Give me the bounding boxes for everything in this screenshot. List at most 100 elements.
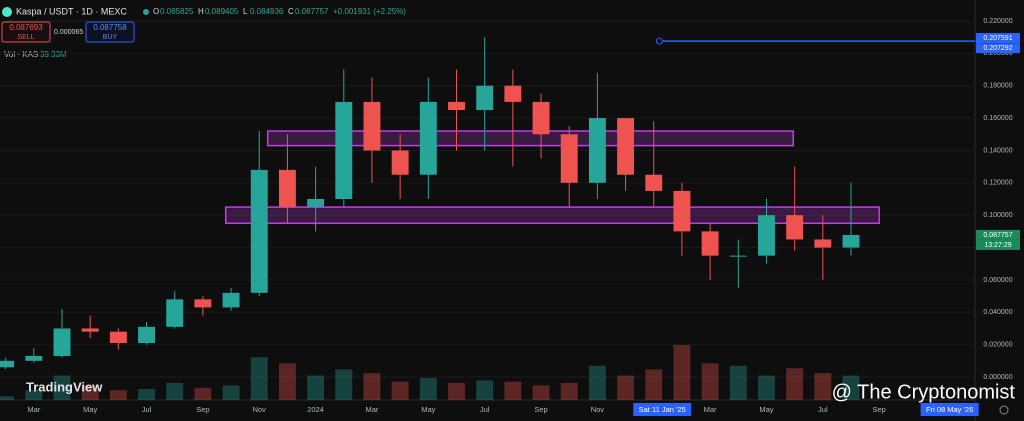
volume-bar bbox=[476, 380, 494, 400]
volume-bar bbox=[391, 381, 409, 400]
candle-body bbox=[250, 169, 268, 293]
x-tick-label: May bbox=[83, 405, 97, 414]
price-label-bg bbox=[976, 239, 1020, 250]
volume-bar bbox=[758, 375, 775, 400]
crosshair-label-bg bbox=[633, 403, 692, 416]
buy-label[interactable]: BUY bbox=[103, 34, 118, 41]
sell-price[interactable]: 0.087693 bbox=[9, 23, 43, 32]
x-tick-label: Mar bbox=[27, 405, 40, 414]
ohlc-value: 0.085825 bbox=[160, 7, 194, 16]
candle-body bbox=[701, 231, 719, 256]
ohlc-key: O bbox=[153, 7, 159, 16]
x-tick-label: Jul bbox=[818, 405, 828, 414]
candle-body bbox=[673, 190, 691, 232]
volume-bar bbox=[222, 385, 240, 400]
candle-body bbox=[81, 328, 99, 332]
volume-bar bbox=[419, 378, 437, 400]
zone[interactable] bbox=[266, 130, 794, 147]
x-tick-label: Jul bbox=[142, 405, 152, 414]
volume-bar bbox=[166, 382, 184, 400]
spread: 0.000065 bbox=[54, 29, 83, 36]
price-label-bg bbox=[976, 43, 1020, 54]
symbol: Kaspa / USDT · 1D · MEXC bbox=[16, 6, 127, 16]
candle-body bbox=[363, 101, 381, 151]
candle-body bbox=[419, 101, 437, 175]
candle-body bbox=[335, 101, 353, 199]
x-tick-label: Mar bbox=[704, 405, 717, 414]
y-tick-label: 0.120000 bbox=[983, 180, 1012, 187]
volume-bar bbox=[786, 368, 804, 400]
ohlc-value: 0.089405 bbox=[205, 7, 239, 16]
candle-body bbox=[729, 255, 747, 257]
candle-body bbox=[842, 234, 860, 248]
symbol-logo bbox=[2, 7, 12, 17]
volume-bar bbox=[53, 375, 71, 400]
change: +0.001931 (+2.25%) bbox=[333, 7, 406, 16]
volume-bar bbox=[588, 365, 606, 400]
candle-body bbox=[25, 355, 43, 361]
volume-bar bbox=[109, 390, 127, 400]
status-dot[interactable] bbox=[143, 9, 149, 15]
buy-button[interactable] bbox=[85, 21, 135, 43]
volume-bar bbox=[448, 382, 465, 400]
credit: @ The Cryptonomist bbox=[832, 381, 1016, 403]
zone[interactable] bbox=[224, 206, 880, 225]
volume-bar bbox=[278, 363, 296, 400]
volume-bar bbox=[645, 369, 663, 400]
volume-bar bbox=[25, 390, 43, 400]
candle-body bbox=[617, 118, 635, 175]
buy-price[interactable]: 0.087758 bbox=[93, 23, 127, 32]
ohlc-value: 0.087757 bbox=[295, 7, 329, 16]
y-tick-label: 0.020000 bbox=[983, 341, 1012, 348]
volume-bar bbox=[701, 363, 719, 400]
volume-value: 39.33M bbox=[40, 50, 67, 59]
watermark: TradingView bbox=[26, 379, 103, 394]
candle-body bbox=[476, 85, 494, 110]
settings-icon[interactable] bbox=[999, 405, 1009, 415]
volume-bar bbox=[532, 385, 550, 400]
candle-body bbox=[532, 101, 550, 135]
x-tick-label: May bbox=[421, 405, 435, 414]
x-tick-label: Nov bbox=[253, 405, 267, 414]
candle-body bbox=[307, 199, 325, 208]
price-label-bg bbox=[976, 32, 1020, 43]
crosshair-label-bg bbox=[920, 403, 979, 416]
y-tick-label: 0.040000 bbox=[983, 309, 1012, 316]
candle-body bbox=[138, 326, 155, 344]
sell-button[interactable] bbox=[1, 21, 51, 43]
candle-body bbox=[504, 85, 522, 102]
candle-body bbox=[0, 360, 15, 368]
y-tick-label: 0.180000 bbox=[983, 83, 1012, 90]
volume-bar bbox=[250, 357, 268, 400]
candle-body bbox=[448, 101, 465, 110]
ray-handle[interactable] bbox=[655, 37, 663, 45]
plot: 0.0000000.0200000.0400000.0600000.080000… bbox=[0, 18, 1020, 416]
x-tick-label: Jul bbox=[480, 405, 490, 414]
y-tick-label: 0.000000 bbox=[983, 374, 1012, 381]
sell-label[interactable]: SELL bbox=[17, 34, 34, 41]
y-tick-label: 0.200000 bbox=[983, 50, 1012, 57]
crosshair-label: Fri 08 May '26 bbox=[926, 405, 973, 414]
price-label-bg bbox=[976, 229, 1020, 240]
volume-bar bbox=[729, 365, 747, 400]
volume-bar bbox=[307, 375, 325, 400]
ohlc-value: 0.084936 bbox=[250, 7, 284, 16]
y-tick-label: 0.100000 bbox=[983, 212, 1012, 219]
candle-body bbox=[645, 174, 663, 191]
x-tick-label: 2024 bbox=[307, 405, 324, 414]
volume-bar bbox=[363, 373, 381, 400]
x-tick-label: Sep bbox=[873, 405, 886, 414]
volume-bar bbox=[560, 382, 578, 400]
x-tick-label: Sep bbox=[196, 405, 209, 414]
candle-body bbox=[391, 150, 409, 175]
candle-body bbox=[814, 239, 832, 248]
candle-body bbox=[758, 215, 775, 256]
candle-body bbox=[222, 292, 240, 308]
ohlc-key: C bbox=[288, 7, 294, 16]
candle-body bbox=[53, 328, 71, 356]
candle-body bbox=[588, 118, 606, 183]
volume-bar bbox=[138, 389, 155, 400]
y-tick-label: 0.220000 bbox=[983, 18, 1012, 25]
